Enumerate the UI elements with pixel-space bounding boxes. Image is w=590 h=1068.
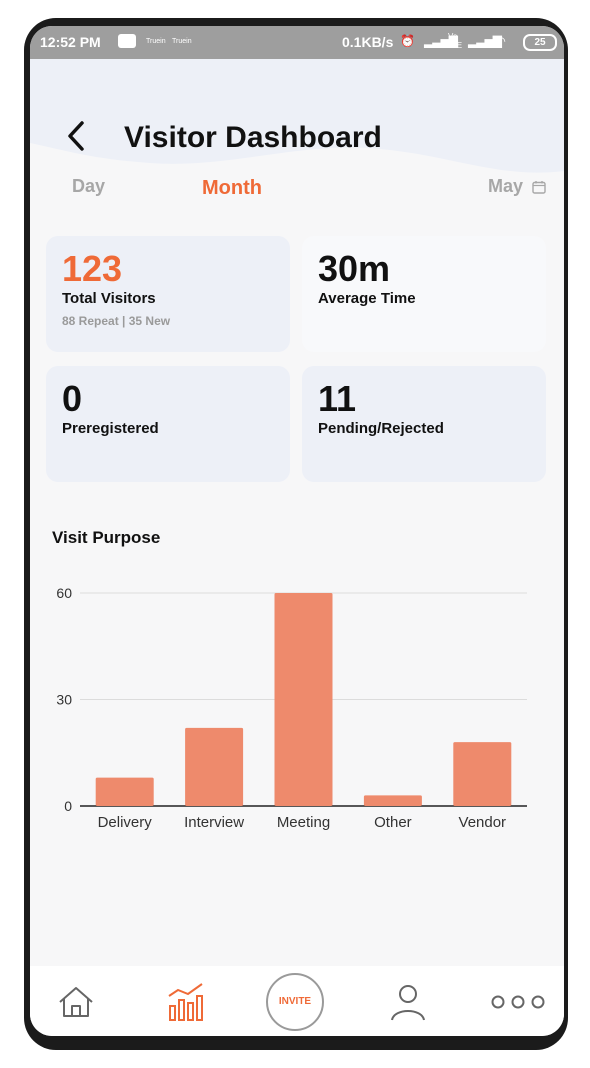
pending-rejected-label: Pending/Rejected xyxy=(318,420,444,437)
notification-label: Truein xyxy=(172,38,192,45)
y-tick-label: 0 xyxy=(64,798,72,814)
x-tick-label: Vendor xyxy=(459,814,507,831)
signal-icon: ▂▃▅▇ xyxy=(468,34,502,48)
back-arrow-icon[interactable] xyxy=(64,119,88,153)
header: Visitor Dashboard xyxy=(30,59,564,174)
x-tick-label: Other xyxy=(374,814,412,831)
signal-icon: ▂▃▅▇ xyxy=(424,34,458,48)
battery-icon: 25 xyxy=(523,34,557,51)
average-time-label: Average Time xyxy=(318,290,416,307)
header-wave xyxy=(30,59,564,173)
average-time-value: 30m xyxy=(318,248,391,289)
y-tick-label: 60 xyxy=(56,585,72,601)
preregistered-label: Preregistered xyxy=(62,420,159,437)
dashboard-icon[interactable] xyxy=(164,980,208,1024)
total-visitors-label: Total Visitors xyxy=(62,290,156,307)
period-selector[interactable]: May xyxy=(488,176,524,196)
bar-delivery xyxy=(95,777,154,806)
section-title: Visit Purpose xyxy=(52,528,161,547)
status-time: 12:52 PM xyxy=(40,34,101,50)
total-visitors-card[interactable]: 123 Total Visitors 88 Repeat | 35 New xyxy=(46,236,290,352)
status-bar: 12:52 PM Truein Truein 0.1KB/s ⏰ ▂▃▅▇ Vo… xyxy=(30,26,564,59)
x-tick-label: Meeting xyxy=(277,814,330,831)
more-icon[interactable] xyxy=(490,980,546,1024)
x-tick-label: Interview xyxy=(184,814,244,831)
alarm-icon: ⏰ xyxy=(400,34,415,48)
visit-purpose-chart: 0 30 60 Delivery Interview Meeting Other Vendor xyxy=(56,585,527,831)
app-screen: 12:52 PM Truein Truein 0.1KB/s ⏰ ▂▃▅▇ Vo… xyxy=(30,26,564,1036)
volte-label: Vo LTE xyxy=(448,32,463,50)
preregistered-card[interactable]: 0 Preregistered xyxy=(46,366,290,482)
tab-day[interactable]: Day xyxy=(72,176,106,196)
invite-button[interactable]: INVITE xyxy=(266,973,324,1031)
pending-rejected-value: 11 xyxy=(318,378,357,419)
profile-icon[interactable] xyxy=(386,980,430,1024)
calendar-icon[interactable] xyxy=(532,180,546,194)
tab-month[interactable]: Month xyxy=(202,177,262,199)
average-time-card[interactable]: 30m Average Time xyxy=(302,236,546,352)
visitor-breakdown: 88 Repeat | 35 New xyxy=(62,314,171,328)
y-tick-label: 30 xyxy=(56,692,72,708)
wifi-icon: ◠ xyxy=(496,34,505,48)
total-visitors-value: 123 xyxy=(62,248,123,289)
network-speed: 0.1KB/s xyxy=(342,34,394,50)
notification-label: Truein xyxy=(146,38,166,45)
bar-other xyxy=(363,795,422,806)
bottom-nav: INVITE xyxy=(30,966,564,1036)
preregistered-value: 0 xyxy=(62,378,83,419)
x-tick-label: Delivery xyxy=(98,814,153,831)
bar-meeting xyxy=(274,593,333,806)
pending-rejected-card[interactable]: 11 Pending/Rejected xyxy=(302,366,546,482)
bar-interview xyxy=(185,727,244,806)
bar-vendor xyxy=(453,742,512,806)
home-icon[interactable] xyxy=(54,980,98,1024)
message-icon xyxy=(118,34,136,48)
page-title: Visitor Dashboard xyxy=(124,121,382,154)
